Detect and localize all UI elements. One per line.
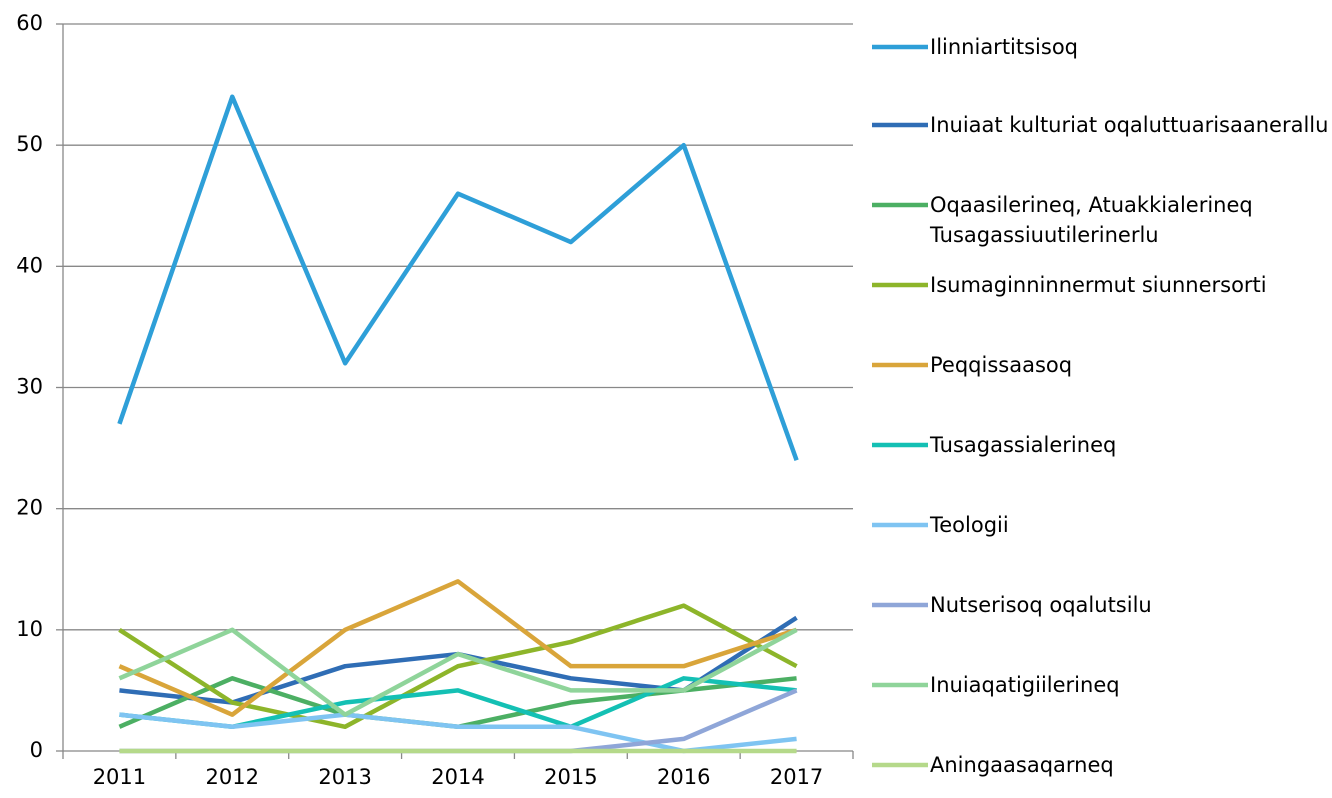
legend-label: Peqqissaasoq (930, 353, 1073, 377)
y-tick-label: 60 (16, 11, 43, 35)
x-tick-label: 2017 (770, 765, 823, 789)
legend-label: Isumaginninnermut siunnersorti (930, 273, 1267, 297)
legend-label: Nutserisoq oqalutsilu (930, 593, 1152, 617)
y-tick-label: 0 (30, 738, 43, 762)
y-tick-label: 20 (16, 496, 43, 520)
x-tick-label: 2011 (93, 765, 146, 789)
y-tick-label: 40 (16, 253, 43, 277)
y-tick-label: 50 (16, 132, 43, 156)
legend-label: Ilinniartitsisoq (930, 35, 1079, 59)
legend-label: Aningaasaqarneq (930, 753, 1114, 777)
x-tick-label: 2016 (657, 765, 710, 789)
series-line (118, 627, 798, 717)
series-line (118, 579, 798, 717)
legend-label: Tusagassialerineq (930, 433, 1117, 457)
legend-label: Inuiaqatigiilerineq (930, 673, 1120, 697)
series-line (117, 94, 799, 461)
legend-label: Teologii (930, 513, 1009, 537)
series-line (118, 603, 798, 730)
y-tick-label: 10 (16, 617, 43, 641)
x-tick-label: 2014 (431, 765, 484, 789)
legend-label: Inuiaat kulturiat oqaluttuarisaanerallu (930, 113, 1329, 137)
legend-label: Oqaasilerineq, Atuakkialerineq Tusagassi… (930, 193, 1253, 247)
x-tick-label: 2012 (206, 765, 259, 789)
x-tick-label: 2015 (544, 765, 597, 789)
x-tick-label: 2013 (318, 765, 371, 789)
y-tick-label: 30 (16, 375, 43, 399)
